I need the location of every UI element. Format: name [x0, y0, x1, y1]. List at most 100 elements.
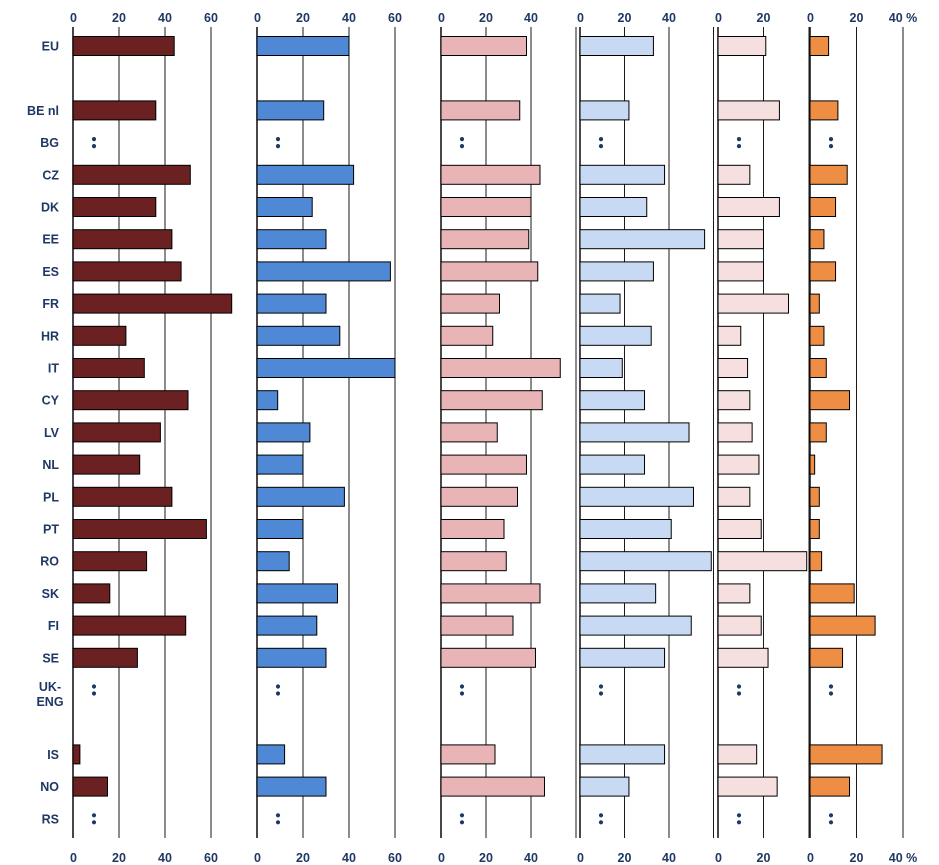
no-data-marker [598, 684, 604, 689]
bar-fr-panel-4 [579, 293, 621, 314]
no-data-marker [828, 684, 834, 689]
no-data-marker [91, 691, 97, 696]
no-data-marker [459, 691, 465, 696]
bar-is-panel-2 [256, 744, 286, 765]
bar-cy-panel-5 [717, 390, 751, 411]
panel-3-tick-label-bottom: 0 [438, 851, 445, 865]
country-label: RO [40, 555, 59, 569]
bar-cy-panel-2 [256, 390, 279, 411]
bar-dk-panel-5 [717, 197, 780, 217]
bar-lv-panel-6 [809, 422, 827, 443]
bar-eu-panel-2 [256, 36, 350, 56]
panel-2-tick-label-top: 0 [254, 11, 261, 25]
no-data-marker [598, 820, 604, 825]
country-label: NL [42, 458, 59, 472]
bar-pt-panel-6 [809, 519, 820, 539]
bar-sk-panel-1 [72, 583, 111, 604]
bar-be-nl-panel-5 [717, 100, 780, 121]
bar-sk-panel-3 [440, 583, 541, 604]
bar-sk-panel-6 [809, 583, 855, 604]
panel-1-tick-label-bottom: 40 [158, 851, 172, 865]
bar-es-panel-3 [440, 261, 539, 282]
no-data-marker [736, 144, 742, 149]
panel-3-tick-label-bottom: 20 [479, 851, 493, 865]
bar-pt-panel-2 [256, 519, 304, 539]
country-label: ES [42, 265, 59, 279]
bar-cy-panel-1 [72, 390, 189, 411]
panel-2-tick-label-bottom: 40 [342, 851, 356, 865]
bar-se-panel-3 [440, 647, 536, 668]
bar-fi-panel-5 [717, 615, 762, 636]
bar-it-panel-5 [717, 358, 749, 378]
bar-hr-panel-1 [72, 325, 127, 346]
panel-1-tick-label-bottom: 60 [204, 851, 218, 865]
no-data-marker [736, 691, 742, 696]
bar-lv-panel-4 [579, 422, 690, 443]
bar-it-panel-6 [809, 358, 827, 378]
panel-5-tick-label-bottom: 0 [715, 851, 722, 865]
country-label: EE [42, 233, 59, 247]
bar-ee-panel-3 [440, 229, 530, 250]
bar-nl-panel-5 [717, 454, 760, 475]
bar-hr-panel-6 [809, 325, 825, 346]
bar-ro-panel-6 [809, 551, 823, 572]
bar-cz-panel-2 [256, 164, 355, 185]
bar-ee-panel-6 [809, 229, 825, 250]
panel-6-tick-label-top: 0 [807, 11, 814, 25]
bar-cy-panel-4 [579, 390, 646, 411]
bar-dk-panel-3 [440, 197, 532, 217]
bar-sk-panel-4 [579, 583, 657, 604]
bar-be-nl-panel-1 [72, 100, 157, 121]
bar-dk-panel-2 [256, 197, 313, 217]
bar-it-panel-2 [256, 358, 396, 378]
panel-6-tick-label-top: 20 [850, 11, 864, 25]
bar-fr-panel-3 [440, 293, 500, 314]
bar-fi-panel-1 [72, 615, 187, 636]
bar-fi-panel-6 [809, 615, 876, 636]
country-label: FI [48, 619, 59, 633]
country-label: FR [42, 297, 59, 311]
country-label: LV [44, 426, 60, 440]
bar-eu-panel-6 [809, 36, 830, 56]
bar-nl-panel-6 [809, 454, 816, 475]
panel-2-tick-label-bottom: 20 [296, 851, 310, 865]
no-data-marker [459, 684, 465, 689]
bar-it-panel-1 [72, 358, 145, 378]
panel-2-tick-label-top: 20 [296, 11, 310, 25]
bar-ro-panel-2 [256, 551, 290, 572]
bar-pl-panel-1 [72, 486, 173, 507]
country-label: PL [43, 490, 59, 504]
bar-dk-panel-6 [809, 197, 837, 217]
bar-dk-panel-1 [72, 197, 157, 217]
bar-lv-panel-5 [717, 422, 753, 443]
bar-nl-panel-4 [579, 454, 646, 475]
country-label: RS [42, 812, 59, 826]
bar-pt-panel-1 [72, 519, 207, 539]
bar-is-panel-5 [717, 744, 758, 765]
bar-fr-panel-2 [256, 293, 327, 314]
bar-eu-panel-4 [579, 36, 654, 56]
panel-6-tick-label-bottom: 20 [850, 851, 864, 865]
bar-be-nl-panel-6 [809, 100, 839, 121]
panel-1-tick-label-top: 20 [112, 11, 126, 25]
bar-fi-panel-4 [579, 615, 692, 636]
panel-4-tick-label-bottom: 40 [662, 851, 676, 865]
panel-5-tick-label-bottom: 20 [757, 851, 771, 865]
panel-1-tick-label-top: 40 [158, 11, 172, 25]
panel-3-tick-label-top: 40 [524, 11, 538, 25]
bar-hr-panel-5 [717, 325, 742, 346]
bar-ee-panel-4 [579, 229, 706, 250]
panel-4-tick-label-top: 20 [618, 11, 632, 25]
labels: 0 0 20 20 40 40 60 60 0 0 20 20 40 40 60 60 0 0 20 20 40 40 0 0… [27, 11, 917, 865]
no-data-marker [828, 137, 834, 142]
bar-ee-panel-1 [72, 229, 173, 250]
bar-lv-panel-1 [72, 422, 161, 443]
bar-se-panel-6 [809, 647, 844, 668]
bar-it-panel-4 [579, 358, 623, 378]
bar-ee-panel-2 [256, 229, 327, 250]
panel-5-tick-label-top: 20 [757, 11, 771, 25]
no-data-marker [91, 684, 97, 689]
no-data-marker [275, 820, 281, 825]
country-label: IT [48, 362, 59, 376]
